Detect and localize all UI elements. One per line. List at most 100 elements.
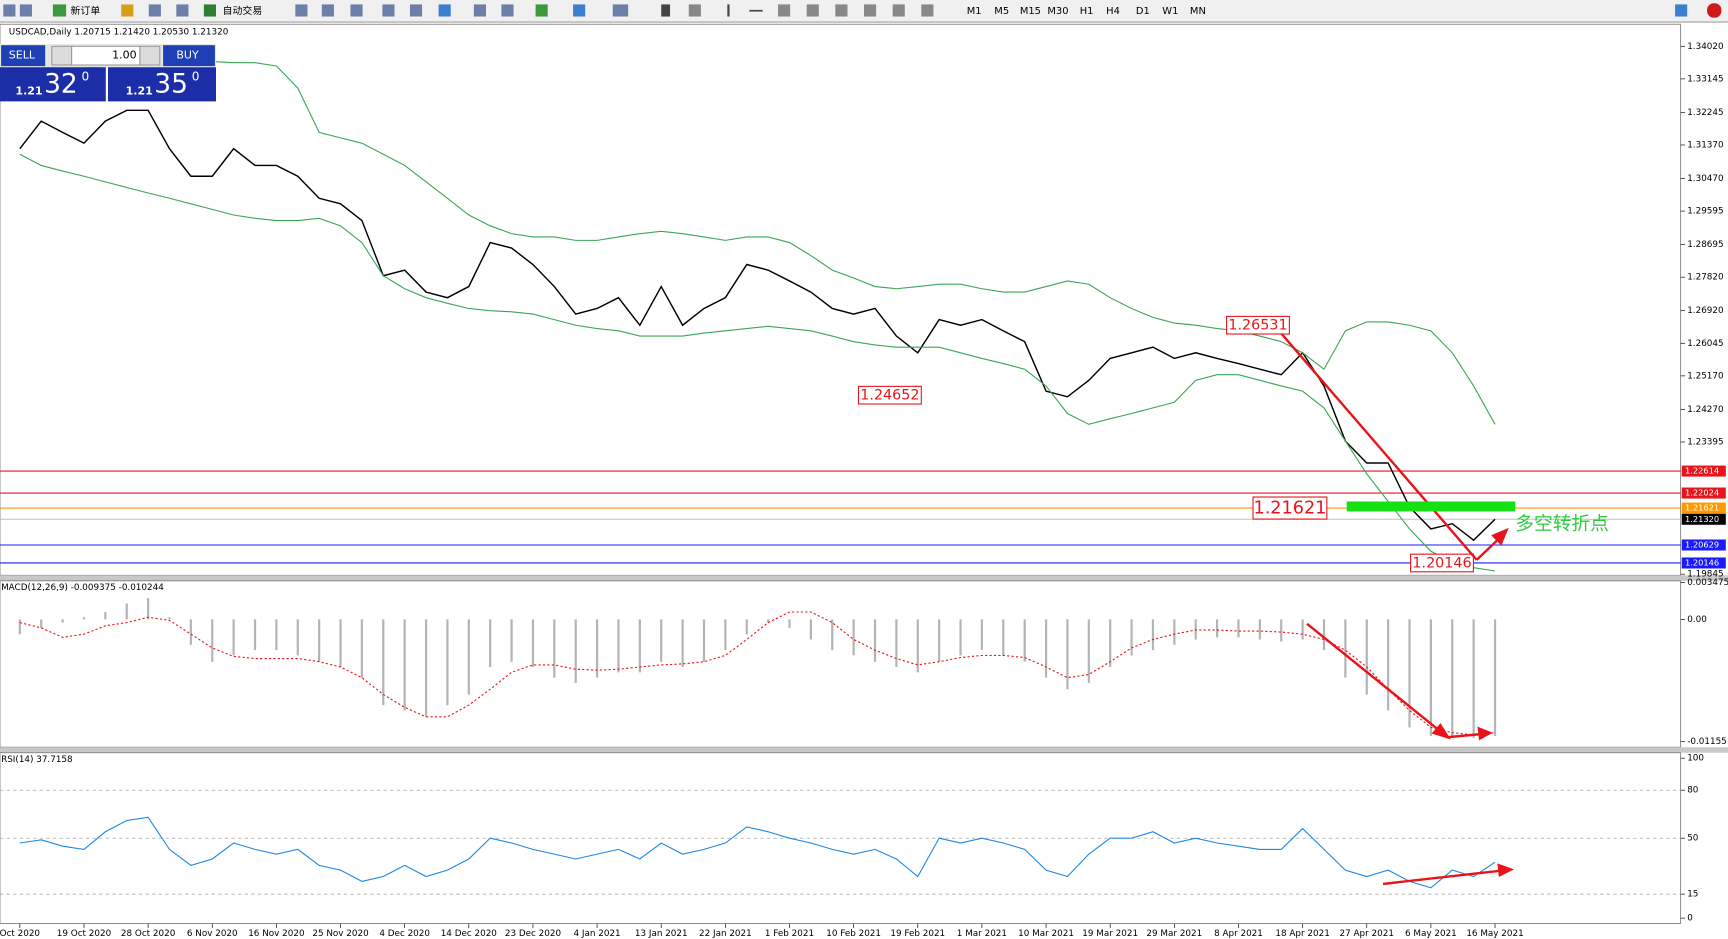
macd-bar xyxy=(40,619,43,628)
icon[interactable] xyxy=(321,4,334,17)
sell-button[interactable] xyxy=(1,45,46,67)
timeframe-button[interactable]: M30 xyxy=(1047,6,1068,17)
icon[interactable] xyxy=(573,4,586,17)
icon[interactable] xyxy=(749,9,763,12)
timeframe-button[interactable]: M5 xyxy=(994,6,1009,17)
macd-panel xyxy=(0,580,1682,748)
macd-bar xyxy=(980,619,984,651)
y-tick-label: 1.31370 xyxy=(1687,140,1724,150)
lot-up[interactable] xyxy=(139,45,161,66)
icon[interactable] xyxy=(52,4,67,17)
macd-bar xyxy=(660,619,663,662)
macd-bar xyxy=(745,619,748,635)
buy-button[interactable] xyxy=(163,45,215,67)
icon[interactable] xyxy=(176,4,189,17)
icon[interactable] xyxy=(203,4,216,17)
icon[interactable] xyxy=(612,4,629,17)
x-tick-label: 27 Apr 2021 xyxy=(1340,929,1394,939)
price-callout-box xyxy=(1226,315,1290,335)
y-tick-label: 0.003475 xyxy=(1687,578,1728,588)
timeframe-button[interactable]: M1 xyxy=(967,6,982,17)
timeframe-button[interactable]: W1 xyxy=(1162,6,1178,17)
macd-bar xyxy=(424,619,428,717)
series-line xyxy=(19,816,1496,889)
y-tick-label: 1.27820 xyxy=(1687,273,1724,283)
price-callout-box xyxy=(1252,496,1328,520)
icon[interactable] xyxy=(148,4,161,17)
icon[interactable] xyxy=(121,4,134,17)
macd-bar xyxy=(938,619,941,662)
icon[interactable] xyxy=(921,4,934,17)
x-tick-label: 29 Mar 2021 xyxy=(1146,929,1202,939)
y-tick-label: 1.33145 xyxy=(1687,74,1723,84)
icon[interactable] xyxy=(835,4,848,17)
macd-bar xyxy=(147,598,150,620)
icon[interactable] xyxy=(727,4,730,17)
icon[interactable] xyxy=(778,4,791,17)
macd-bar xyxy=(1066,619,1069,690)
macd-bar xyxy=(895,619,898,668)
macd-bar xyxy=(1215,619,1219,638)
icon[interactable] xyxy=(19,4,32,17)
macd-bar xyxy=(339,619,342,668)
icon[interactable] xyxy=(350,4,363,17)
x-tick-label: 13 Jan 2021 xyxy=(635,929,688,939)
x-tick-label: 16 May 2021 xyxy=(1466,929,1523,939)
macd-bar xyxy=(1151,619,1155,651)
icon[interactable] xyxy=(501,4,514,17)
macd-bar xyxy=(531,619,535,668)
timeframe-button[interactable]: MN xyxy=(1190,6,1206,17)
macd-bar xyxy=(104,611,107,620)
icon[interactable] xyxy=(1707,3,1722,18)
y-tick-label: 1.19845 xyxy=(1687,570,1723,580)
y-tick-label: 1.34020 xyxy=(1687,42,1724,52)
sell-quote[interactable] xyxy=(0,67,106,102)
timeframe-button[interactable]: H1 xyxy=(1080,6,1094,17)
icon[interactable] xyxy=(688,4,701,17)
macd-bar xyxy=(638,619,641,673)
macd-bar xyxy=(574,619,577,683)
icon[interactable] xyxy=(661,4,671,17)
timeframe-button[interactable]: H4 xyxy=(1106,6,1120,17)
icon[interactable] xyxy=(409,4,423,17)
icon[interactable] xyxy=(438,4,451,17)
icon[interactable] xyxy=(892,4,905,17)
y-tick-label: 1.26045 xyxy=(1687,339,1723,349)
macd-bar xyxy=(916,619,919,673)
lot-value: 1.00 xyxy=(112,49,137,62)
icon[interactable] xyxy=(806,4,819,17)
macd-bar xyxy=(1429,619,1432,736)
icon[interactable] xyxy=(1675,4,1688,17)
icon[interactable] xyxy=(473,4,486,17)
timeframe-button[interactable]: M15 xyxy=(1020,6,1041,17)
price-callout: 1.24652 xyxy=(860,388,919,404)
macd-bar xyxy=(510,619,513,662)
x-tick-label: 23 Dec 2020 xyxy=(505,929,562,939)
x-tick-label: 4 Jan 2021 xyxy=(574,929,621,939)
macd-bar xyxy=(18,619,21,635)
icon[interactable] xyxy=(295,4,308,17)
x-tick-label: 19 Oct 2020 xyxy=(57,929,112,939)
series-line xyxy=(19,153,1496,572)
sell-price-big: 1.21 xyxy=(15,84,42,97)
macd-bar xyxy=(1365,619,1368,695)
icon[interactable] xyxy=(382,4,395,17)
macd-bar xyxy=(1023,619,1026,662)
icon[interactable] xyxy=(535,4,548,17)
icon[interactable] xyxy=(864,4,877,17)
sell-price-pips: 32 xyxy=(44,68,78,99)
lot-down[interactable] xyxy=(51,45,73,66)
y-tick-label: 1.29595 xyxy=(1687,207,1723,217)
macd-bar xyxy=(296,619,299,656)
toolbar-icons xyxy=(3,3,1722,18)
panel-separator xyxy=(0,575,1728,581)
macd-header: MACD(12,26,9) -0.009375 -0.010244 xyxy=(1,583,164,593)
icon[interactable] xyxy=(3,4,16,17)
buy-quote[interactable] xyxy=(108,67,216,102)
arrow-line xyxy=(1306,622,1445,735)
new-order-button[interactable]: 新订单 xyxy=(71,4,101,17)
timeframe-button[interactable]: D1 xyxy=(1136,6,1150,17)
auto-trading-button[interactable]: 自动交易 xyxy=(223,4,263,17)
x-tick-label: 19 Feb 2021 xyxy=(890,929,945,939)
